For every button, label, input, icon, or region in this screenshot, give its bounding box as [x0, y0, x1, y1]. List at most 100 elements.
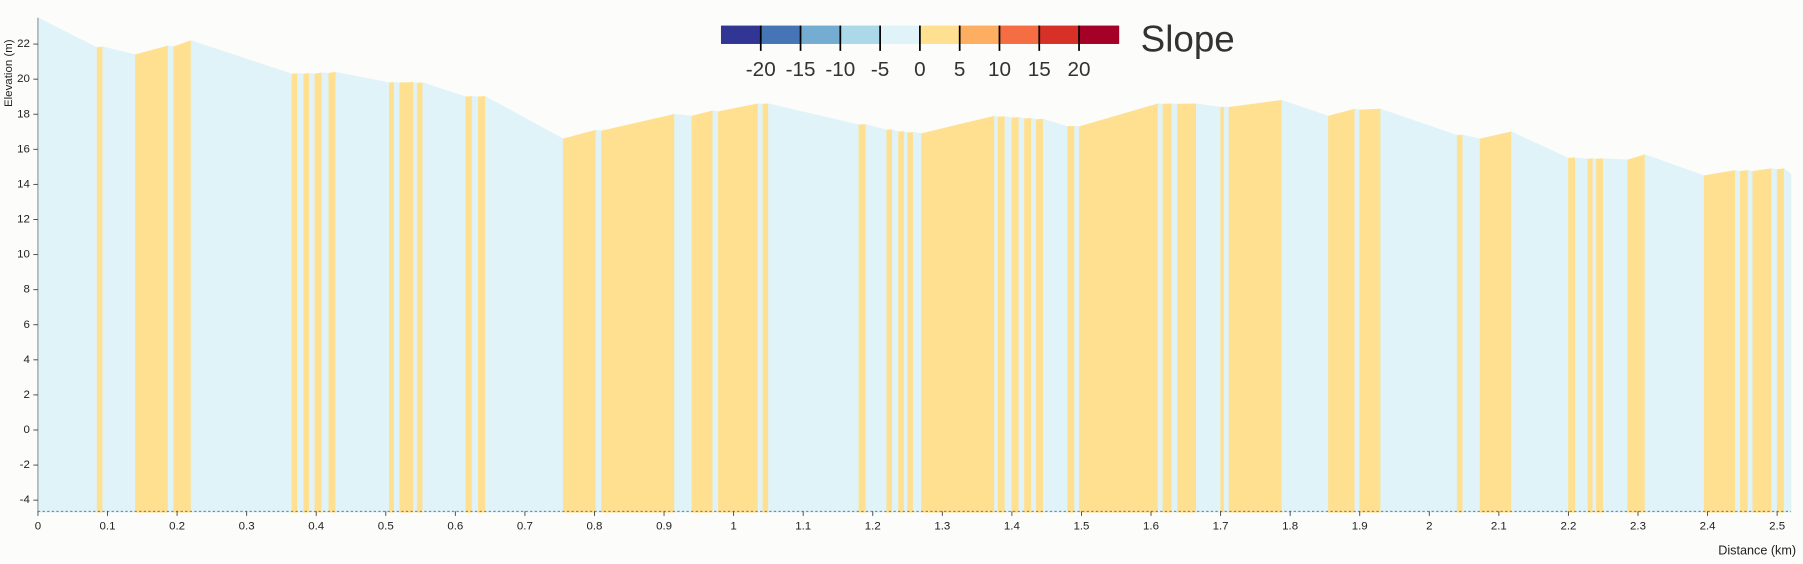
x-tick-label: 1.2: [865, 520, 881, 532]
slope-segment: [303, 73, 310, 513]
slope-segment: [1042, 118, 1068, 513]
slope-segment: [1281, 99, 1329, 513]
legend-swatch: [959, 25, 1000, 44]
slope-segment: [389, 82, 395, 513]
slope-segment: [1771, 168, 1778, 513]
slope-segment: [314, 72, 323, 513]
slope-segment: [898, 131, 905, 513]
y-tick-label: 6: [24, 319, 30, 331]
slope-segment: [1776, 168, 1785, 513]
legend-swatch: [760, 25, 801, 44]
y-tick-label: 18: [17, 108, 30, 120]
slope-segment: [422, 82, 467, 513]
legend-swatch: [1039, 25, 1080, 44]
y-tick-label: 22: [17, 38, 30, 50]
legend-swatch: [999, 25, 1040, 44]
slope-segment: [1354, 108, 1360, 513]
x-tick-label: 0.5: [378, 520, 394, 532]
slope-segment: [1596, 158, 1604, 513]
slope-segment: [886, 129, 893, 513]
slope-segment: [1752, 168, 1772, 513]
legend-tick-label: 15: [1028, 58, 1051, 81]
slope-segment: [1031, 117, 1037, 513]
x-tick-label: 1.8: [1282, 520, 1298, 532]
slope-segment: [1220, 106, 1225, 513]
slope-segment: [1456, 134, 1463, 513]
legend-tick-label: -10: [825, 58, 855, 81]
legend-tick-label: 20: [1068, 58, 1091, 81]
slope-segment: [712, 110, 719, 513]
slope-segment: [994, 115, 999, 513]
slope-segment: [1740, 170, 1749, 513]
legend-swatch: [1079, 25, 1120, 44]
slope-segment: [691, 110, 713, 513]
slope-segment: [562, 129, 597, 513]
slope-segment: [762, 103, 769, 513]
x-tick-label: 1.1: [795, 520, 811, 532]
y-tick-label: 20: [17, 73, 30, 85]
slope-segment: [1783, 168, 1792, 513]
y-tick-label: 0: [24, 424, 30, 436]
slope-segment: [416, 82, 423, 513]
legend-tick-label: 0: [914, 58, 926, 81]
slope-segment: [335, 71, 390, 513]
slope-segment: [413, 82, 418, 513]
x-tick-label: 1.6: [1143, 520, 1159, 532]
legend-swatch: [840, 25, 881, 44]
slope-segment: [1747, 170, 1754, 513]
x-tick-label: 0.2: [169, 520, 185, 532]
y-axis-label: Elevation (m): [3, 39, 15, 107]
x-tick-label: 2: [1426, 520, 1432, 532]
y-tick-label: 10: [17, 249, 30, 261]
slope-segment: [1644, 154, 1705, 513]
slope-segment: [1036, 118, 1044, 513]
legend-swatch: [919, 25, 961, 44]
slope-segment: [291, 73, 298, 513]
x-tick-label: 2.5: [1769, 520, 1785, 532]
slope-segment: [1587, 158, 1594, 513]
legend-tick-label: -20: [746, 58, 776, 81]
x-tick-label: 2.1: [1491, 520, 1507, 532]
x-tick-label: 2.3: [1630, 520, 1646, 532]
slope-segment: [1228, 99, 1283, 513]
x-tick-label: 0.4: [308, 520, 325, 532]
slope-segment: [1157, 103, 1164, 513]
y-tick-label: -2: [20, 459, 30, 471]
slope-segment: [37, 17, 98, 513]
slope-segment: [1479, 131, 1512, 513]
slope-segment: [1735, 170, 1741, 513]
slope-segment: [865, 124, 887, 513]
slope-segment: [1067, 125, 1075, 513]
legend-tick-label: -15: [786, 58, 816, 81]
slope-segment: [135, 45, 169, 513]
slope-segment: [96, 46, 103, 513]
x-tick-label: 1.4: [1004, 520, 1021, 532]
x-tick-label: 1.9: [1352, 520, 1368, 532]
slope-segment: [399, 82, 414, 513]
legend-swatch: [880, 25, 921, 44]
slope-segment: [1024, 118, 1032, 513]
slope-segment: [907, 132, 914, 513]
slope-segment: [309, 73, 316, 513]
slope-segment: [768, 103, 860, 513]
slope-segment: [858, 124, 867, 513]
x-tick-label: 0: [35, 520, 41, 532]
x-tick-label: 1.5: [1073, 520, 1089, 532]
legend-title: Slope: [1141, 18, 1235, 59]
slope-segment: [1223, 106, 1230, 513]
x-tick-label: 1.3: [934, 520, 950, 532]
legend-tick-label: 5: [954, 58, 966, 81]
slope-segment: [478, 96, 486, 513]
slope-segment: [393, 82, 400, 513]
slope-segment: [1568, 157, 1576, 513]
slope-segment: [921, 115, 995, 513]
slope-segment: [471, 96, 479, 513]
y-tick-label: -4: [20, 494, 31, 506]
slope-segment: [1177, 103, 1197, 513]
slope-segment: [1171, 103, 1178, 513]
slope-segment: [1079, 103, 1159, 513]
slope-segment: [1592, 158, 1597, 513]
slope-segment: [997, 116, 1006, 513]
